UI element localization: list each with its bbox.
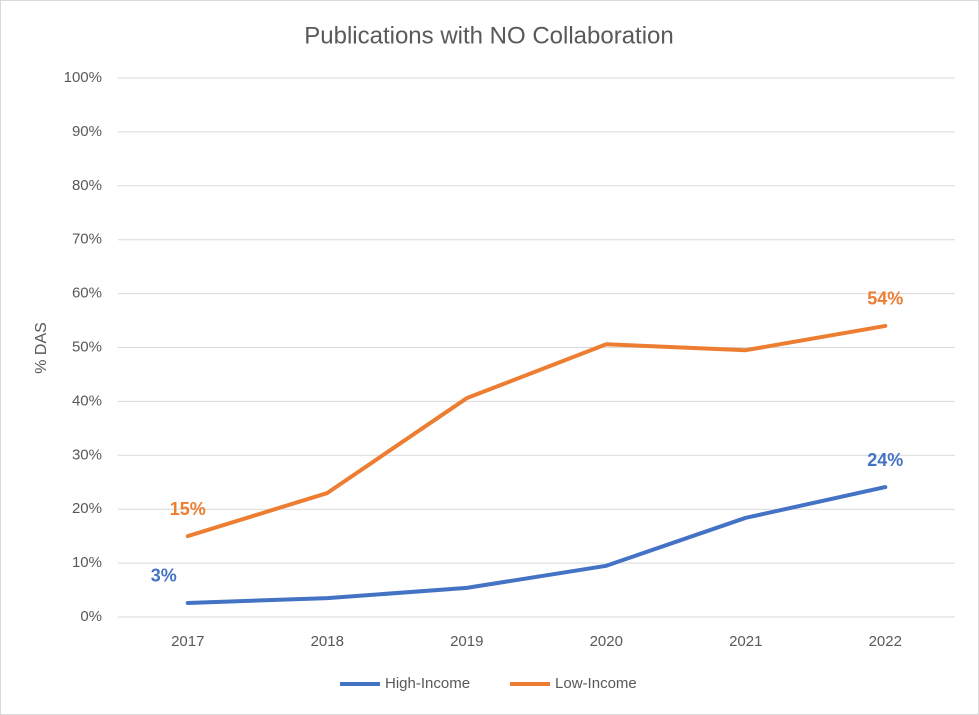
data-label: 24% <box>867 450 903 470</box>
y-tick-label: 60% <box>72 285 102 302</box>
x-tick-label: 2017 <box>171 633 204 650</box>
x-tick-label: 2019 <box>450 633 483 650</box>
legend-label: High-Income <box>385 675 470 692</box>
y-tick-label: 10% <box>72 554 102 571</box>
x-tick-label: 2021 <box>729 633 762 650</box>
y-tick-label: 70% <box>72 231 102 248</box>
y-tick-label: 100% <box>64 69 102 86</box>
y-tick-label: 50% <box>72 338 102 355</box>
series-line <box>185 485 888 605</box>
x-tick-label: 2020 <box>590 633 623 650</box>
y-axis-label: % DAS <box>33 322 50 374</box>
data-label: 15% <box>170 499 206 519</box>
y-tick-label: 20% <box>72 500 102 517</box>
legend-label: Low-Income <box>555 675 637 692</box>
series-line <box>185 323 888 539</box>
x-tick-label: 2022 <box>869 633 902 650</box>
data-label: 3% <box>151 566 177 586</box>
y-tick-label: 0% <box>80 608 102 625</box>
y-tick-label: 40% <box>72 392 102 409</box>
y-tick-label: 80% <box>72 177 102 194</box>
data-label: 54% <box>867 289 903 309</box>
y-tick-label: 90% <box>72 123 102 140</box>
y-tick-label: 30% <box>72 446 102 463</box>
chart-title: Publications with NO Collaboration <box>304 22 674 49</box>
x-tick-label: 2018 <box>311 633 344 650</box>
